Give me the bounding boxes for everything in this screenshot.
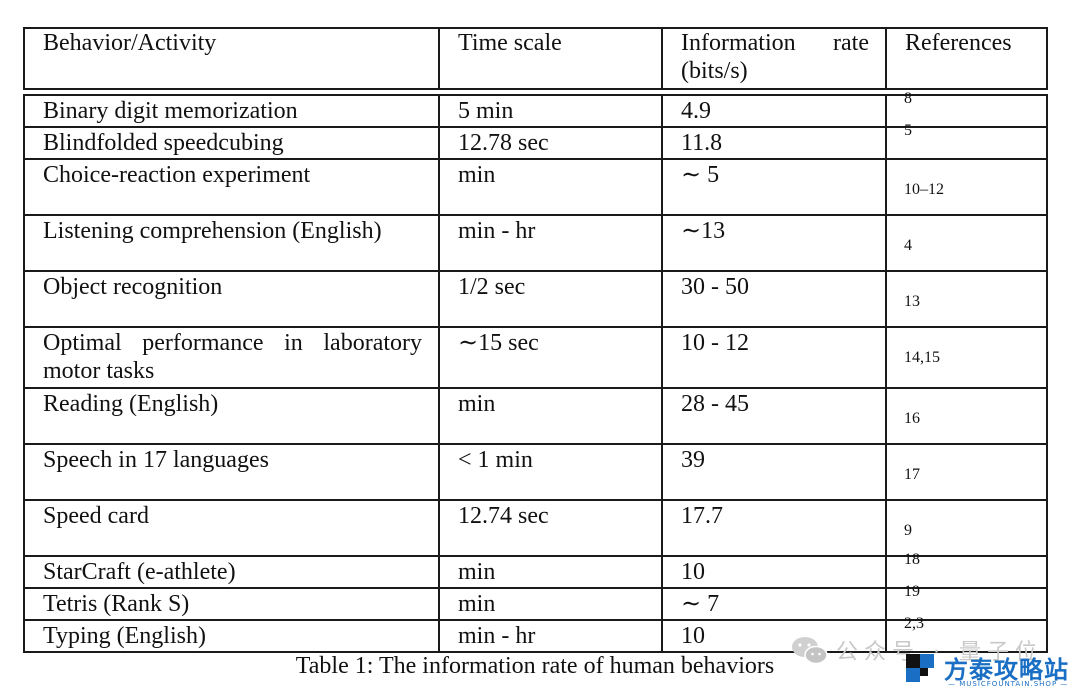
cell-time-scale: min — [438, 587, 663, 621]
cell-time-scale: 5 min — [438, 94, 663, 128]
cell-time-scale: 12.78 sec — [438, 126, 663, 160]
cell-time-scale: < 1 min — [438, 443, 663, 501]
table-row: Speech in 17 languages < 1 min 39 17 — [23, 443, 1048, 501]
cell-reference: 10–12 — [885, 158, 1048, 216]
site-logo-icon — [906, 654, 934, 682]
table-row: Blindfolded speedcubing 12.78 sec 11.8 5 — [23, 122, 1048, 160]
cell-information-rate: ∼13 — [661, 214, 887, 272]
cell-activity: StarCraft (e-athlete) — [23, 555, 440, 589]
cell-time-scale: min - hr — [438, 619, 663, 653]
header-information-rate: Information rate (bits/s) — [661, 27, 887, 90]
cell-reference: 16 — [885, 387, 1048, 445]
header-rate-word-1: Information — [681, 30, 796, 56]
cell-activity: Typing (English) — [23, 619, 440, 653]
watermark-text: 公众号 · 量子位 — [836, 640, 1043, 665]
table-row: Reading (English) min 28 - 45 16 — [23, 387, 1048, 445]
cell-reference: 13 — [885, 270, 1048, 328]
header-rate-unit: (bits/s) — [681, 58, 748, 84]
cell-information-rate: ∼ 7 — [661, 587, 887, 621]
cell-time-scale: min — [438, 387, 663, 445]
cell-activity: Listening comprehension (English) — [23, 214, 440, 272]
cell-activity: Optimal performance in laboratory motor tas… — [23, 326, 440, 389]
header-time-scale: Time scale — [438, 27, 663, 90]
cell-time-scale: min — [438, 555, 663, 589]
cell-activity: Speed card — [23, 499, 440, 557]
table-caption: Table 1: The information rate of human b… — [295, 653, 775, 679]
table-row: Speed card 12.74 sec 17.7 9 — [23, 499, 1048, 557]
cell-reference: 2,3 — [885, 615, 1048, 653]
cell-time-scale: min - hr — [438, 214, 663, 272]
table-header-row: Behavior/Activity Time scale Information… — [23, 27, 1048, 90]
header-rate-word-2: rate — [833, 30, 869, 56]
cell-activity: Reading (English) — [23, 387, 440, 445]
cell-information-rate: 28 - 45 — [661, 387, 887, 445]
cell-information-rate: 39 — [661, 443, 887, 501]
table-row: Tetris (Rank S) min ∼ 7 19 — [23, 583, 1048, 621]
cell-activity: Speech in 17 languages — [23, 443, 440, 501]
cell-activity: Tetris (Rank S) — [23, 587, 440, 621]
wechat-icon — [792, 637, 828, 665]
cell-time-scale: 1/2 sec — [438, 270, 663, 328]
watermark-brand: 方泰攻略站 — [944, 656, 1069, 684]
header-separator — [24, 88, 1047, 96]
watermark-subtitle: — MUSICFOUNTAIN.SHOP — — [948, 680, 1069, 688]
cell-time-scale: ∼15 sec — [438, 326, 663, 389]
cell-reference: 17 — [885, 443, 1048, 501]
cell-information-rate: 10 — [661, 619, 887, 653]
cell-time-scale: min — [438, 158, 663, 216]
cell-reference: 9 — [885, 499, 1048, 557]
information-rate-table: Behavior/Activity Time scale Information… — [23, 27, 1048, 653]
cell-reference: 5 — [885, 122, 1048, 160]
cell-reference: 8 — [885, 90, 1048, 128]
table-row: Optimal performance in laboratory motor tas… — [23, 326, 1048, 389]
cell-information-rate: 17.7 — [661, 499, 887, 557]
table-row: Choice-reaction experiment min ∼ 5 10–12 — [23, 158, 1048, 216]
cell-information-rate: 4.9 — [661, 94, 887, 128]
cell-reference: 4 — [885, 214, 1048, 272]
table-row: Typing (English) min - hr 10 2,3 — [23, 615, 1048, 653]
cell-activity: Blindfolded speedcubing — [23, 126, 440, 160]
cell-information-rate: 10 — [661, 555, 887, 589]
cell-information-rate: 30 - 50 — [661, 270, 887, 328]
cell-activity: Choice-reaction experiment — [23, 158, 440, 216]
cell-information-rate: 10 - 12 — [661, 326, 887, 389]
cell-information-rate: 11.8 — [661, 126, 887, 160]
cell-activity: Binary digit memorization — [23, 94, 440, 128]
table-row: StarCraft (e-athlete) min 10 18 — [23, 551, 1048, 589]
header-behavior: Behavior/Activity — [23, 27, 440, 90]
cell-reference: 19 — [885, 583, 1048, 621]
cell-reference: 18 — [885, 551, 1048, 589]
cell-information-rate: ∼ 5 — [661, 158, 887, 216]
table-row: Listening comprehension (English) min - … — [23, 214, 1048, 272]
table-row: Binary digit memorization 5 min 4.9 8 — [23, 90, 1048, 128]
header-references: References — [885, 27, 1048, 90]
cell-activity: Object recognition — [23, 270, 440, 328]
table-row: Object recognition 1/2 sec 30 - 50 13 — [23, 270, 1048, 328]
cell-reference: 14,15 — [885, 326, 1048, 389]
cell-time-scale: 12.74 sec — [438, 499, 663, 557]
